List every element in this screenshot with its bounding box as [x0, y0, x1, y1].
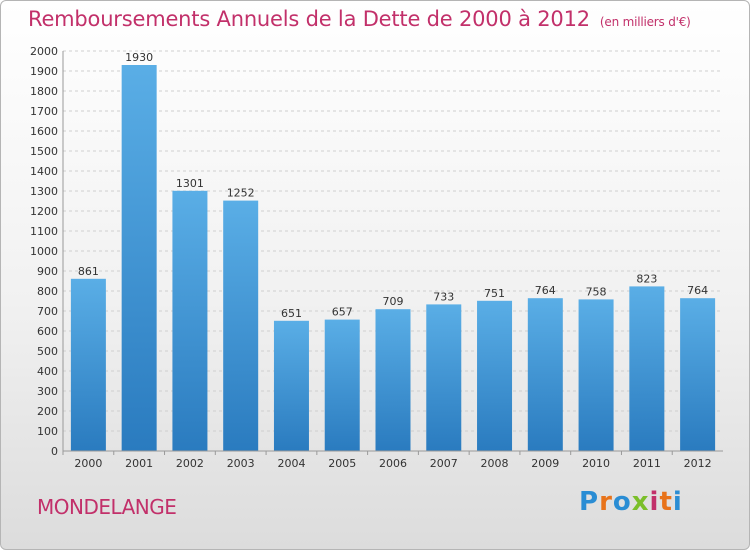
y-tick-label: 900: [37, 265, 58, 278]
chart-subtitle: (en milliers d'€): [599, 15, 691, 29]
y-tick-label: 500: [37, 345, 58, 358]
y-tick-label: 0: [51, 445, 58, 458]
value-label-2001: 1930: [125, 51, 153, 64]
x-tick-label-2004: 2004: [277, 457, 305, 470]
y-tick-label: 1800: [30, 85, 58, 98]
value-label-2007: 733: [433, 290, 454, 303]
y-tick-label: 1400: [30, 165, 58, 178]
x-tick-label-2008: 2008: [481, 457, 509, 470]
x-tick-label-2009: 2009: [531, 457, 559, 470]
y-tick-label: 200: [37, 405, 58, 418]
x-tick-label-2003: 2003: [227, 457, 255, 470]
bar-2006: [375, 309, 411, 451]
chart-title-text: Remboursements Annuels de la Dette de 20…: [28, 7, 590, 31]
x-tick-label-2001: 2001: [125, 457, 153, 470]
bar-2010: [578, 299, 614, 451]
value-label-2008: 751: [484, 287, 505, 300]
value-label-2005: 657: [332, 306, 353, 319]
y-tick-label: 1600: [30, 125, 58, 138]
y-tick-label: 700: [37, 305, 58, 318]
x-tick-label-2002: 2002: [176, 457, 204, 470]
logo-letter: i: [672, 487, 683, 517]
y-tick-label: 800: [37, 285, 58, 298]
y-tick-label: 100: [37, 425, 58, 438]
x-tick-label-2006: 2006: [379, 457, 407, 470]
y-tick-label: 2000: [30, 45, 58, 58]
y-tick-label: 600: [37, 325, 58, 338]
logo-letter: o: [612, 487, 632, 517]
y-tick-label: 1000: [30, 245, 58, 258]
x-tick-label-2007: 2007: [430, 457, 458, 470]
value-label-2010: 758: [586, 285, 607, 298]
y-tick-label: 300: [37, 385, 58, 398]
value-label-2000: 861: [78, 265, 99, 278]
logo-letter: i: [649, 487, 660, 517]
x-tick-label-2010: 2010: [582, 457, 610, 470]
bar-2012: [680, 298, 716, 451]
bar-2007: [426, 304, 462, 451]
value-label-2004: 651: [281, 307, 302, 320]
x-tick-label-2011: 2011: [633, 457, 661, 470]
x-tick-label-2000: 2000: [74, 457, 102, 470]
y-tick-label: 1100: [30, 225, 58, 238]
bar-2000: [70, 278, 106, 451]
bar-2008: [477, 300, 513, 451]
y-tick-label: 1700: [30, 105, 58, 118]
logo-letter: t: [659, 487, 673, 517]
y-tick-label: 1500: [30, 145, 58, 158]
value-label-2002: 1301: [176, 177, 204, 190]
logo-letter: x: [631, 487, 650, 517]
proxiti-logo: Proxiti: [579, 487, 683, 517]
y-tick-label: 1300: [30, 185, 58, 198]
x-tick-label-2012: 2012: [684, 457, 712, 470]
bar-2011: [629, 286, 665, 451]
y-tick-label: 1200: [30, 205, 58, 218]
value-label-2011: 823: [636, 272, 657, 285]
bar-2002: [172, 190, 208, 452]
y-tick-label: 1900: [30, 65, 58, 78]
bar-2005: [324, 319, 360, 451]
value-label-2009: 764: [535, 284, 556, 297]
bar-2004: [273, 320, 309, 451]
bar-2001: [121, 65, 157, 451]
bar-2003: [223, 200, 259, 451]
logo-letter: P: [579, 487, 600, 517]
value-label-2006: 709: [383, 295, 404, 308]
value-label-2012: 764: [687, 284, 708, 297]
y-tick-label: 400: [37, 365, 58, 378]
logo-letter: r: [599, 487, 613, 517]
x-tick-label-2005: 2005: [328, 457, 356, 470]
location-name: MONDELANGE: [37, 495, 177, 519]
chart-title: Remboursements Annuels de la Dette de 20…: [28, 7, 691, 31]
value-label-2003: 1252: [227, 187, 255, 200]
bar-2009: [527, 298, 563, 451]
